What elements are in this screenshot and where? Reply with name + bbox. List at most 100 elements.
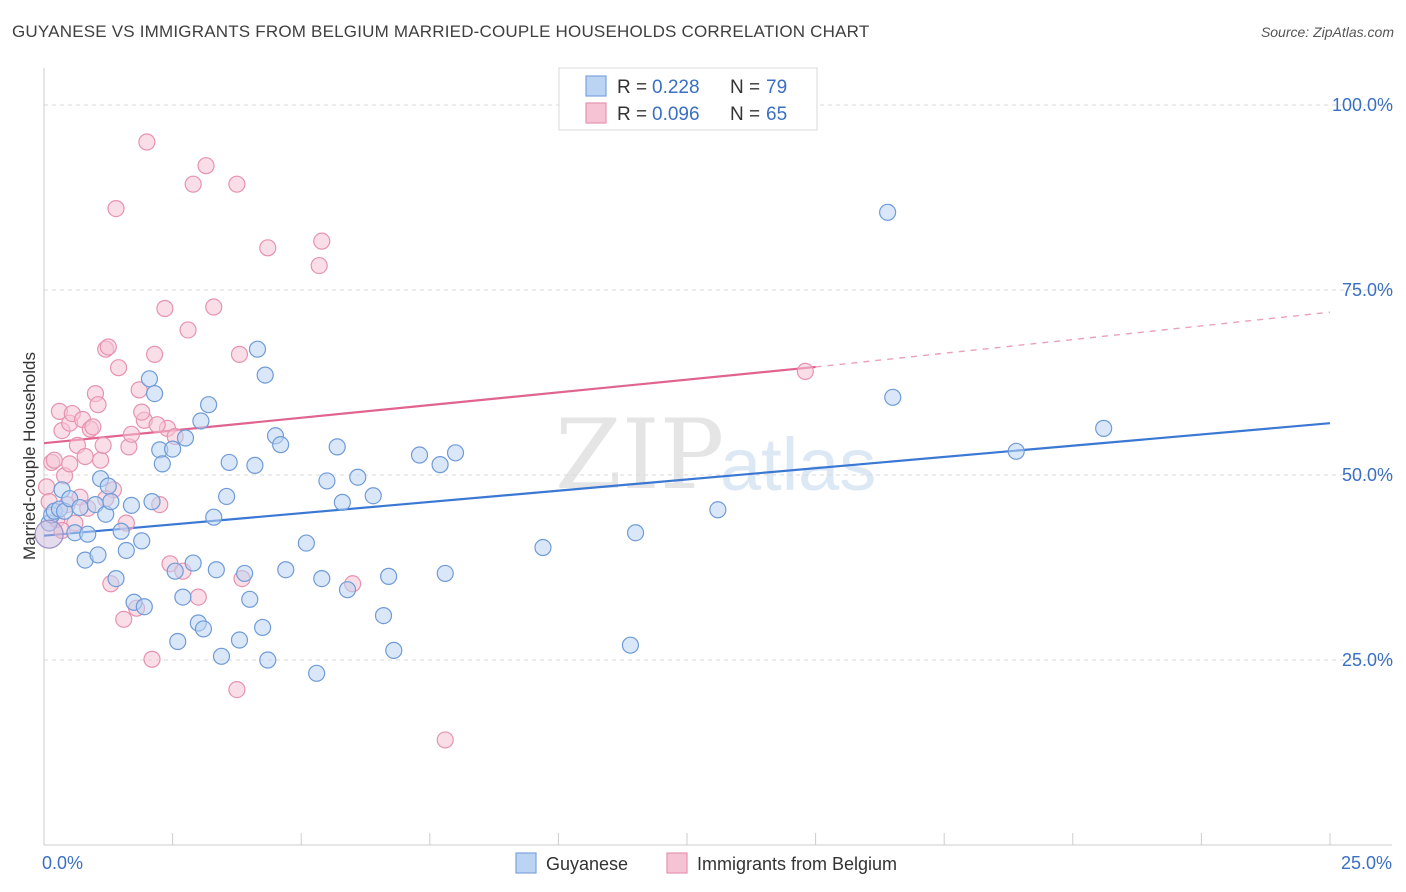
point-guyanese: [112, 522, 130, 540]
point-guyanese: [308, 664, 326, 682]
point-immigrants-from-belgium: [133, 403, 151, 421]
point-immigrants-from-belgium: [310, 256, 328, 275]
point-guyanese: [534, 538, 552, 557]
point-guyanese: [122, 496, 141, 514]
legend-r-value-belgium: 0.096: [652, 104, 700, 125]
chart-title: GUYANESE VS IMMIGRANTS FROM BELGIUM MARR…: [12, 22, 870, 41]
point-immigrants-from-belgium: [436, 731, 454, 749]
point-guyanese: [241, 590, 259, 608]
x-tick-label-min: 0.0%: [42, 853, 83, 873]
legend-r-label-belgium: R =: [617, 104, 647, 125]
point-guyanese: [212, 647, 231, 665]
point-immigrants-from-belgium: [94, 436, 112, 454]
y-tick-label-25: 25.0%: [1342, 650, 1393, 670]
point-guyanese: [431, 456, 449, 474]
point-immigrants-from-belgium: [99, 338, 117, 356]
watermark-zip: ZIP: [555, 399, 724, 511]
legend-n-label-guyanese: N =: [730, 77, 760, 98]
chart-source: Source: ZipAtlas.com: [1260, 24, 1394, 40]
point-guyanese: [117, 541, 135, 560]
point-immigrants-from-belgium: [148, 416, 166, 434]
legend-r-label-guyanese: R =: [617, 77, 647, 98]
point-immigrants-from-belgium: [179, 321, 197, 339]
point-guyanese: [410, 446, 429, 464]
point-immigrants-from-belgium: [259, 239, 277, 257]
point-guyanese: [71, 498, 89, 517]
point-immigrants-from-belgium: [37, 478, 56, 496]
point-cluster-overlap: [34, 519, 64, 549]
point-guyanese: [621, 636, 640, 654]
point-guyanese: [143, 493, 161, 511]
point-guyanese: [277, 561, 295, 579]
point-guyanese: [1095, 419, 1113, 437]
series-guyanese: [34, 203, 1113, 682]
point-guyanese: [169, 632, 187, 651]
point-immigrants-from-belgium: [189, 588, 207, 606]
point-guyanese: [259, 651, 277, 669]
point-guyanese: [364, 487, 382, 505]
point-guyanese: [374, 606, 393, 625]
point-guyanese: [385, 641, 403, 659]
point-guyanese: [164, 440, 182, 458]
point-immigrants-from-belgium: [205, 298, 223, 316]
point-guyanese: [338, 581, 357, 599]
point-guyanese: [205, 508, 223, 526]
point-immigrants-from-belgium: [76, 447, 94, 466]
series-legend: Guyanese Immigrants from Belgium: [515, 852, 897, 874]
point-immigrants-from-belgium: [313, 232, 331, 250]
point-immigrants-from-belgium: [156, 299, 174, 318]
point-guyanese: [79, 525, 97, 543]
point-guyanese: [313, 569, 331, 588]
point-guyanese: [1007, 442, 1025, 460]
point-guyanese: [200, 396, 218, 414]
point-guyanese: [333, 493, 351, 511]
point-guyanese: [879, 203, 897, 221]
point-immigrants-from-belgium: [84, 418, 102, 436]
point-immigrants-from-belgium: [115, 610, 133, 628]
point-guyanese: [884, 388, 902, 406]
point-immigrants-from-belgium: [197, 157, 215, 175]
legend-n-value-belgium: 65: [766, 104, 787, 125]
y-tick-label-75: 75.0%: [1342, 280, 1393, 300]
legend-swatch-belgium: [585, 102, 607, 124]
point-guyanese: [256, 366, 274, 384]
x-tick-label-max: 25.0%: [1341, 853, 1392, 873]
point-guyanese: [254, 618, 272, 637]
y-tick-label-50: 50.0%: [1342, 465, 1393, 485]
point-guyanese: [192, 412, 210, 430]
point-immigrants-from-belgium: [145, 345, 164, 363]
point-immigrants-from-belgium: [184, 175, 202, 193]
point-guyanese: [176, 429, 195, 447]
point-guyanese: [135, 598, 153, 616]
point-guyanese: [446, 444, 465, 462]
stats-legend: R = 0.228 N = 79 R = 0.096 N = 65: [558, 67, 818, 131]
point-guyanese: [349, 468, 367, 486]
point-guyanese: [709, 501, 727, 519]
point-guyanese: [89, 546, 107, 564]
point-immigrants-from-belgium: [45, 451, 63, 469]
point-guyanese: [102, 493, 120, 511]
point-guyanese: [218, 487, 236, 506]
point-guyanese: [236, 564, 254, 583]
point-immigrants-from-belgium: [143, 650, 161, 668]
x-axis-ticks: [43, 833, 1331, 845]
bottom-legend-label-guyanese: Guyanese: [546, 854, 628, 874]
point-immigrants-from-belgium: [228, 175, 246, 193]
point-guyanese: [248, 340, 267, 358]
point-guyanese: [153, 455, 171, 473]
y-axis-title: Married-couple Households: [20, 352, 39, 560]
point-guyanese: [272, 436, 290, 454]
point-immigrants-from-belgium: [230, 345, 249, 363]
point-guyanese: [246, 456, 264, 474]
point-guyanese: [318, 472, 336, 490]
point-guyanese: [230, 631, 249, 649]
point-immigrants-from-belgium: [122, 425, 141, 443]
point-guyanese: [133, 532, 151, 550]
bottom-legend-swatch-belgium: [666, 852, 688, 874]
y-tick-labels: 25.0% 50.0% 75.0% 100.0%: [1332, 95, 1393, 670]
point-guyanese: [194, 620, 213, 638]
point-guyanese: [436, 564, 454, 583]
point-guyanese: [380, 567, 398, 585]
point-immigrants-from-belgium: [138, 133, 156, 151]
